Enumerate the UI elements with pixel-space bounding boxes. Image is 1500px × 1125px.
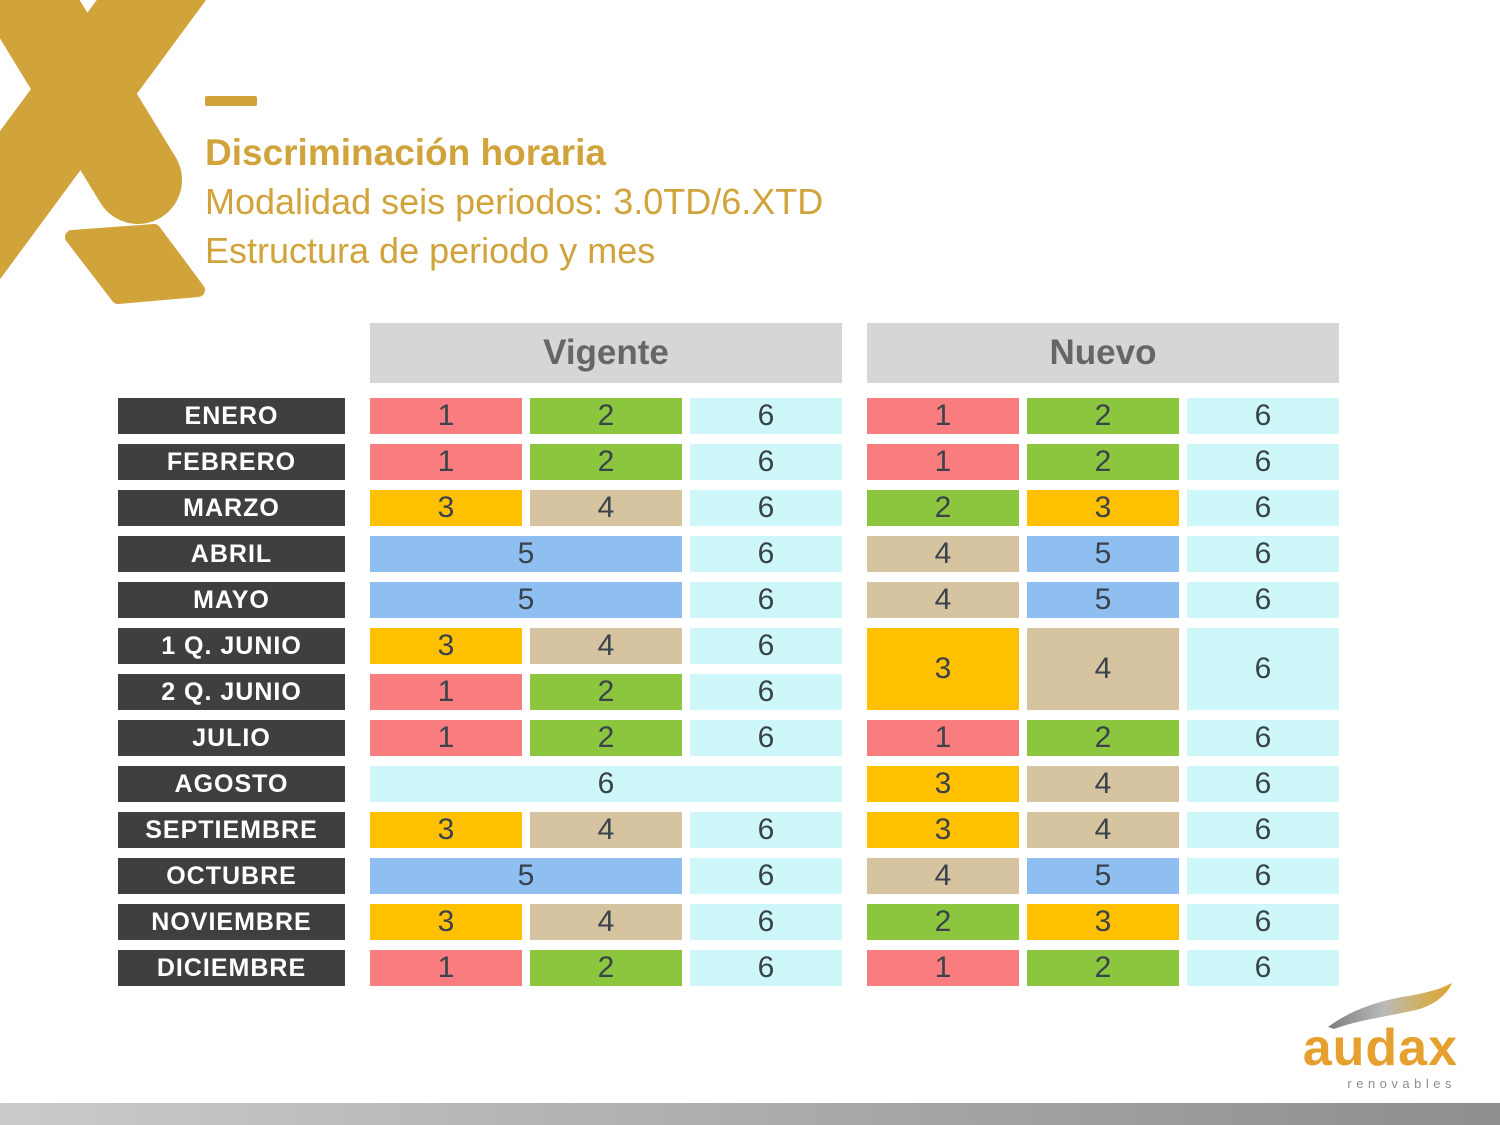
period-cell: 2 (867, 490, 1019, 526)
page-title: Discriminación horaria (205, 132, 606, 173)
audax-swoosh-icon (1328, 983, 1452, 1029)
month-label: JULIO (118, 720, 345, 756)
page-subtitle-2: Estructura de periodo y mes (205, 230, 656, 271)
period-cell: 2 (1027, 950, 1179, 986)
period-cell: 3 (867, 628, 1019, 710)
period-cell: 6 (1187, 444, 1339, 480)
period-cell: 3 (1027, 904, 1179, 940)
period-cell: 6 (690, 858, 842, 894)
period-cell: 6 (1187, 720, 1339, 756)
period-cell: 4 (530, 628, 682, 664)
period-cell: 6 (1187, 536, 1339, 572)
period-cell: 2 (530, 720, 682, 756)
month-label: SEPTIEMBRE (118, 812, 345, 848)
month-label: AGOSTO (118, 766, 345, 802)
period-cell: 4 (1027, 812, 1179, 848)
period-cell: 6 (690, 490, 842, 526)
period-cell: 3 (867, 766, 1019, 802)
period-cell: 6 (690, 812, 842, 848)
period-cell: 2 (1027, 444, 1179, 480)
period-cell: 1 (370, 674, 522, 710)
period-cell: 4 (530, 904, 682, 940)
period-cell: 6 (1187, 766, 1339, 802)
period-cell: 1 (867, 950, 1019, 986)
month-label: ENERO (118, 398, 345, 434)
month-label: MAYO (118, 582, 345, 618)
page-subtitle-1: Modalidad seis periodos: 3.0TD/6.XTD (205, 181, 824, 222)
period-cell: 6 (1187, 628, 1339, 710)
period-cell: 6 (1187, 858, 1339, 894)
period-cell: 6 (690, 674, 842, 710)
period-cell: 4 (867, 536, 1019, 572)
period-cell: 3 (867, 812, 1019, 848)
period-table: Vigente Nuevo ENERO 1 2 6 1 2 6 FEBRERO 1 2 6 1 2 6 MA… (118, 323, 1339, 988)
audax-logo: audax renovables (1286, 983, 1458, 1091)
footer-bar (0, 1103, 1500, 1125)
period-cell: 5 (1027, 858, 1179, 894)
period-cell: 5 (1027, 536, 1179, 572)
month-label: 2 Q. JUNIO (118, 674, 345, 710)
month-label: DICIEMBRE (118, 950, 345, 986)
month-label: MARZO (118, 490, 345, 526)
period-cell: 4 (1027, 628, 1179, 710)
period-cell: 6 (1187, 582, 1339, 618)
period-cell: 6 (1187, 812, 1339, 848)
period-cell: 2 (1027, 720, 1179, 756)
month-label: ABRIL (118, 536, 345, 572)
period-cell: 3 (370, 812, 522, 848)
period-cell: 2 (1027, 398, 1179, 434)
period-cell: 6 (690, 398, 842, 434)
period-cell: 3 (1027, 490, 1179, 526)
period-cell: 6 (1187, 398, 1339, 434)
period-cell: 1 (867, 398, 1019, 434)
table-header-vigente: Vigente (370, 323, 842, 383)
table-header-nuevo: Nuevo (867, 323, 1339, 383)
period-cell: 2 (530, 674, 682, 710)
period-cell: 5 (370, 858, 682, 894)
period-cell: 6 (690, 628, 842, 664)
period-cell: 1 (867, 720, 1019, 756)
audax-x-logo (0, 0, 207, 304)
period-cell: 1 (370, 950, 522, 986)
period-cell: 6 (370, 766, 842, 802)
period-cell: 3 (370, 490, 522, 526)
period-grid: ENERO 1 2 6 1 2 6 FEBRERO 1 2 6 1 2 6 MARZO 3 4 6 2 3 6 ABRIL… (118, 398, 1339, 986)
period-cell: 6 (690, 904, 842, 940)
title-block: Discriminación horaria Modalidad seis pe… (205, 96, 823, 275)
period-cell: 5 (370, 536, 682, 572)
period-cell: 4 (867, 582, 1019, 618)
period-cell: 5 (1027, 582, 1179, 618)
period-cell: 6 (690, 582, 842, 618)
month-label: NOVIEMBRE (118, 904, 345, 940)
period-cell: 6 (690, 536, 842, 572)
period-cell: 6 (690, 444, 842, 480)
period-cell: 2 (530, 444, 682, 480)
period-cell: 6 (1187, 950, 1339, 986)
brand-name: audax (1302, 1019, 1458, 1077)
period-cell: 4 (1027, 766, 1179, 802)
month-label: OCTUBRE (118, 858, 345, 894)
period-cell: 4 (530, 490, 682, 526)
month-label: FEBRERO (118, 444, 345, 480)
month-label: 1 Q. JUNIO (118, 628, 345, 664)
period-cell: 6 (690, 950, 842, 986)
period-cell: 2 (530, 398, 682, 434)
period-cell: 1 (370, 444, 522, 480)
period-cell: 6 (1187, 904, 1339, 940)
period-cell: 1 (370, 398, 522, 434)
period-cell: 3 (370, 904, 522, 940)
brand-subtitle: renovables (1347, 1076, 1456, 1091)
period-cell: 2 (530, 950, 682, 986)
period-cell: 4 (867, 858, 1019, 894)
period-cell: 5 (370, 582, 682, 618)
title-dash (205, 96, 257, 106)
period-cell: 1 (370, 720, 522, 756)
period-cell: 6 (1187, 490, 1339, 526)
period-cell: 4 (530, 812, 682, 848)
period-cell: 3 (370, 628, 522, 664)
period-cell: 1 (867, 444, 1019, 480)
period-cell: 2 (867, 904, 1019, 940)
period-cell: 6 (690, 720, 842, 756)
